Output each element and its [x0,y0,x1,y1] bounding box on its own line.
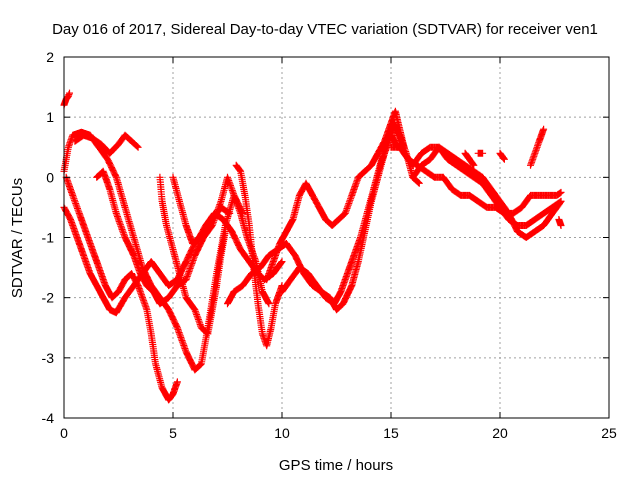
x-tick-label: 25 [601,425,617,441]
series-markers [527,125,548,169]
y-axis-label: SDTVAR / TECUs [9,178,26,298]
series-15 [376,119,423,187]
series-17 [474,149,487,157]
series-markers [93,167,273,308]
x-tick-label: 10 [274,425,290,441]
x-tick-label: 15 [383,425,399,441]
y-tick-label: 2 [46,49,54,65]
x-axis-label: GPS time / hours [279,457,393,474]
axis-ticks [63,56,610,419]
series-markers [263,107,408,284]
series-markers [474,149,487,157]
tick-labels: 0 5 10 15 20 25 -4 -3 -2 -1 0 1 2 [42,49,617,441]
y-tick-label: -2 [42,290,55,306]
series-8 [232,161,286,350]
y-tick-label: -1 [42,230,55,246]
series-20 [555,216,565,229]
y-tick-label: 0 [46,169,54,185]
series-18 [496,149,508,163]
y-tick-label: -4 [42,410,55,426]
x-tick-label: 20 [492,425,508,441]
series-16 [461,149,478,169]
series-markers [496,149,508,163]
series-markers [232,161,286,350]
series-markers [461,149,478,169]
y-tick-label: -3 [42,350,55,366]
series-markers [60,89,73,109]
series-markers [555,216,565,229]
data-marks [60,89,565,404]
x-tick-label: 5 [169,425,177,441]
series-markers [376,119,423,187]
y-tick-label: 1 [46,109,54,125]
x-tick-label: 0 [60,425,68,441]
series-6 [156,173,229,338]
series-markers [71,131,142,157]
series-5 [93,167,273,308]
series-19 [527,125,548,169]
series-0 [60,89,73,109]
chart-title: Day 016 of 2017, Sidereal Day-to-day VTE… [52,21,598,38]
series-markers [156,173,229,338]
series-10 [263,107,408,284]
series-2 [71,131,142,157]
